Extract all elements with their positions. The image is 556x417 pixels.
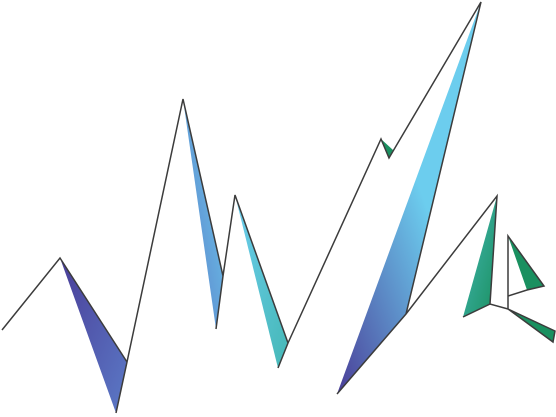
shard-left	[60, 258, 127, 413]
shard-large	[337, 2, 481, 394]
shard-mid	[235, 195, 288, 368]
shard-small-flag	[381, 139, 393, 158]
shard-spike-center	[183, 99, 223, 329]
shard-right	[463, 196, 497, 317]
